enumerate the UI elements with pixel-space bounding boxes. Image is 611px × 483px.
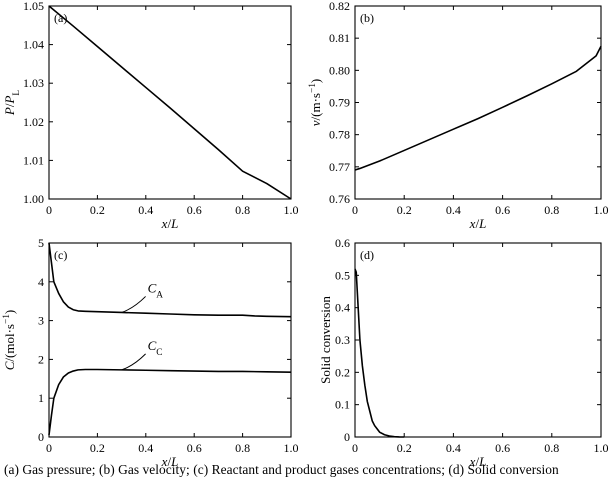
series-line (354, 268, 405, 438)
y-axis-label: C/(mol·s−1) (2, 310, 17, 371)
x-tick-label: 0.8 (235, 203, 250, 217)
y-tick-label: 0.2 (335, 365, 350, 379)
annotation-label: CA (148, 280, 164, 300)
x-tick-label: 0.4 (138, 441, 153, 455)
y-tick-label: 1.02 (23, 115, 44, 129)
y-tick-label: 0.78 (329, 128, 350, 142)
x-tick-label: 0 (352, 203, 358, 217)
y-tick-label: 0.3 (335, 333, 350, 347)
series-line-ca (48, 242, 292, 318)
x-tick-label: 0.8 (544, 441, 559, 455)
x-tick-label: 0.6 (495, 203, 510, 217)
x-tick-label: 0.2 (397, 441, 412, 455)
x-tick-label: 0.2 (397, 203, 412, 217)
x-tick-label: 1.0 (284, 441, 299, 455)
y-tick-label: 1.03 (23, 76, 44, 90)
annotation-leader (121, 353, 146, 371)
x-tick-label: 0.8 (235, 441, 250, 455)
annotation-label: CC (148, 338, 163, 358)
y-tick-label: 1 (38, 391, 44, 405)
x-tick-label: 1.0 (284, 203, 299, 217)
y-tick-label: 1.04 (23, 38, 44, 52)
x-tick-label: 0.4 (138, 203, 153, 217)
panel-d: 0 0.2 0.4 0.6 0.8 1.0 0 0.1 0.2 0.3 0.4 0.5 0.6 (d) x/… (318, 236, 609, 469)
y-tick-label: 0 (344, 430, 350, 444)
y-tick-label: 0.81 (329, 31, 350, 45)
x-tick-label: 0.8 (544, 203, 559, 217)
plot-frame (48, 242, 292, 438)
series-line (354, 45, 602, 171)
annotation-leader (121, 296, 146, 313)
y-tick-label: 0.76 (329, 192, 350, 206)
series-line-cc (48, 368, 292, 436)
plot-frame (354, 5, 602, 200)
x-tick-label: 0.2 (90, 441, 105, 455)
y-axis-label: Solid conversion (318, 296, 333, 384)
x-tick-label: 1.0 (594, 203, 609, 217)
y-tick-label: 1.00 (23, 192, 44, 206)
y-tick-label: 0.77 (329, 160, 350, 174)
y-tick-label: 0.80 (329, 63, 350, 77)
panel-label: (a) (54, 11, 67, 25)
x-tick-label: 0.2 (90, 203, 105, 217)
x-tick-label: 0.6 (187, 203, 202, 217)
y-tick-label: 0.6 (335, 236, 350, 250)
panel-label: (b) (360, 11, 374, 25)
y-tick-label: 2 (38, 352, 44, 366)
y-tick-label: 0 (38, 430, 44, 444)
x-axis-label: x/L (469, 454, 487, 469)
y-tick-label: 0.5 (335, 268, 350, 282)
y-tick-label: 5 (38, 236, 44, 250)
x-tick-label: 0 (46, 203, 52, 217)
panel-a: 0 0.2 0.4 0.6 0.8 1.0 1.00 1.01 1.02 1.03 1.04 1.05… (2, 0, 299, 231)
x-tick-label: 0.4 (446, 441, 461, 455)
figure-caption: (a) Gas pressure; (b) Gas velocity; (c) … (4, 462, 559, 477)
y-tick-label: 0.4 (335, 301, 350, 315)
y-tick-label: 3 (38, 314, 44, 328)
x-axis-label: x/L (161, 454, 179, 469)
x-axis-label: x/L (469, 216, 487, 231)
x-tick-label: 0.6 (187, 441, 202, 455)
x-tick-label: 0.4 (446, 203, 461, 217)
plot-frame (354, 242, 602, 438)
x-tick-label: 1.0 (594, 441, 609, 455)
series-line (48, 5, 292, 200)
y-tick-label: 1.01 (23, 153, 44, 167)
plot-frame (48, 5, 292, 200)
panel-b: 0 0.2 0.4 0.6 0.8 1.0 0.76 0.77 0.78 0.79 0.80 0.81… (308, 0, 609, 231)
x-tick-label: 0 (46, 441, 52, 455)
y-axis-label: v/(m·s−1) (308, 79, 323, 127)
y-tick-label: 0.79 (329, 96, 350, 110)
panel-label: (c) (54, 248, 67, 262)
y-axis-label: P/PL (2, 90, 22, 117)
y-tick-label: 0.82 (329, 0, 350, 13)
y-tick-label: 0.1 (335, 398, 350, 412)
x-tick-label: 0.6 (495, 441, 510, 455)
panel-c: 0 0.2 0.4 0.6 0.8 1.0 0 1 2 3 4 5 (c) x/L C/(mol·s−1) C… (2, 236, 299, 469)
panel-label: (d) (360, 248, 374, 262)
y-tick-label: 1.05 (23, 0, 44, 13)
y-tick-label: 4 (38, 275, 44, 289)
x-tick-label: 0 (352, 441, 358, 455)
x-axis-label: x/L (161, 216, 179, 231)
